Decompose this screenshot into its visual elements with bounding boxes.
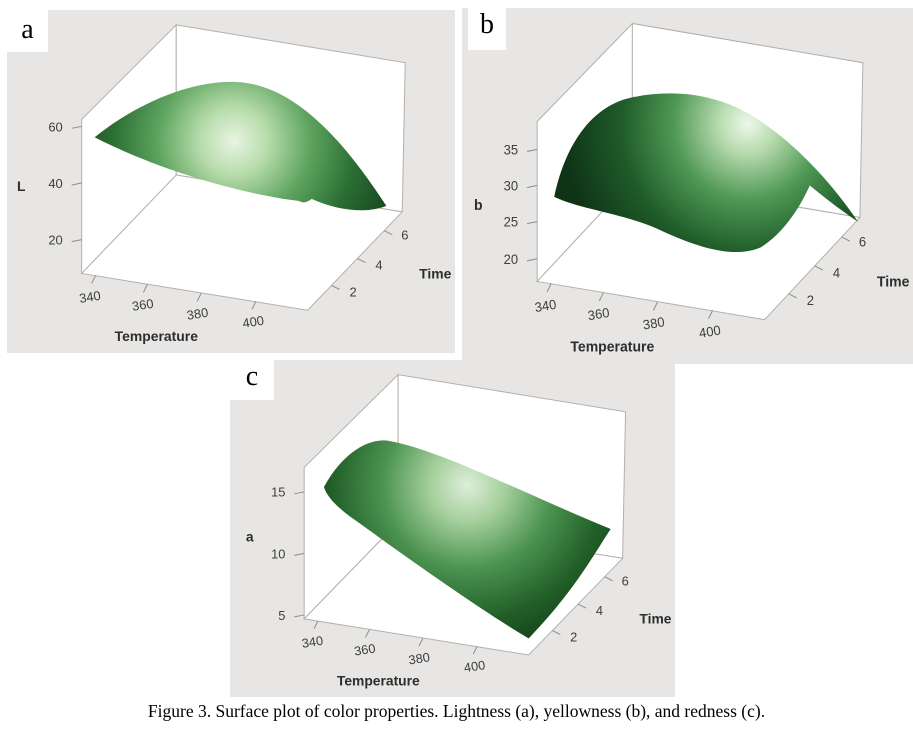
time-axis: 2 4 6 Time [788, 234, 910, 308]
x-axis: 340 360 380 400 Temperature [301, 620, 487, 688]
z-tick-label: 40 [48, 176, 62, 191]
z-axis-label: a [246, 530, 254, 545]
surface-plot-panel-b: 35 30 25 20 b 340 360 380 400 Temperatur… [462, 0, 913, 364]
z-axis: 15 10 5 a [246, 485, 305, 623]
z-tick [71, 239, 82, 243]
z-tick-label: 5 [278, 608, 285, 623]
z-axis: 35 30 25 20 b [474, 142, 538, 267]
time-tick-label: 6 [401, 228, 408, 243]
z-tick-label: 15 [271, 485, 285, 500]
surface-plot-svg-a: 60 40 20 L 340 360 380 400 Temperature 2… [17, 23, 452, 344]
x-tick-label: 400 [698, 322, 722, 341]
z-tick-label: 20 [504, 252, 519, 267]
z-tick [294, 552, 305, 556]
time-tick-label: 6 [622, 574, 629, 589]
z-tick-label: 25 [504, 215, 519, 230]
time-tick-label: 4 [375, 257, 382, 272]
z-tick [294, 491, 305, 495]
panel-letter: b [480, 9, 494, 40]
x-axis-label: Temperature [570, 339, 654, 355]
x-tick-label: 340 [78, 288, 102, 306]
surface-plot-svg-c: 15 10 5 a 340 360 380 400 Temperature 2 … [246, 373, 672, 688]
time-ticks [331, 230, 393, 290]
x-axis: 340 360 380 400 Temperature [534, 283, 722, 356]
x-axis-label: Temperature [337, 673, 420, 688]
z-tick [527, 258, 538, 262]
time-ticks [788, 236, 851, 299]
x-tick-label: 400 [241, 313, 265, 331]
x-tick-label: 400 [463, 657, 487, 675]
panel-label-chip-c: c [230, 354, 274, 400]
time-axis: 2 4 6 Time [552, 574, 672, 644]
time-axis-label: Time [877, 274, 910, 290]
x-axis: 340 360 380 400 Temperature [78, 275, 265, 344]
z-tick [527, 148, 538, 152]
x-tick-label: 380 [642, 314, 666, 333]
figure-caption: Figure 3. Surface plot of color properti… [147, 701, 766, 721]
z-tick-label: 35 [504, 142, 519, 157]
time-tick-label: 4 [833, 265, 840, 280]
time-ticks [552, 576, 613, 635]
time-tick-label: 2 [570, 629, 577, 644]
z-axis: 60 40 20 L [17, 119, 82, 248]
panel-label-chip-a: a [7, 8, 48, 52]
time-tick-label: 6 [859, 234, 866, 249]
surface-patch [323, 440, 611, 639]
z-tick [527, 184, 538, 189]
z-tick-label: 20 [48, 233, 62, 248]
panel-letter: a [21, 14, 34, 45]
time-axis: 2 4 6 Time [331, 228, 452, 299]
surface-plot-svg-b: 35 30 25 20 b 340 360 380 400 Temperatur… [474, 22, 910, 356]
x-ticks [546, 283, 714, 319]
z-tick [294, 614, 305, 618]
time-axis-label: Time [639, 612, 671, 627]
panel-label-chip-b: b [468, 0, 506, 50]
surface-plot-panel-a: 60 40 20 L 340 360 380 400 Temperature 2… [7, 8, 455, 353]
surface-plot-panel-c: 15 10 5 a 340 360 380 400 Temperature 2 … [230, 354, 675, 697]
x-ticks [91, 275, 257, 310]
x-tick-label: 340 [301, 633, 325, 651]
z-axis-label: L [17, 178, 26, 194]
z-tick [71, 125, 82, 129]
surface-patch [94, 81, 387, 211]
z-tick-label: 30 [504, 178, 519, 193]
surface-patch [554, 93, 858, 253]
x-tick-label: 360 [587, 305, 611, 324]
time-tick-label: 2 [349, 284, 356, 299]
x-tick-label: 360 [131, 296, 155, 314]
z-tick [527, 221, 538, 225]
time-axis-label: Time [419, 265, 451, 281]
time-tick-label: 4 [596, 603, 603, 618]
z-axis-label: b [474, 198, 483, 214]
x-ticks [313, 620, 478, 655]
panel-letter: c [245, 361, 259, 392]
time-tick-label: 2 [807, 293, 814, 308]
x-axis-label: Temperature [115, 328, 199, 344]
x-tick-label: 340 [534, 297, 558, 316]
x-tick-label: 380 [186, 305, 210, 323]
z-tick-label: 60 [48, 119, 62, 134]
x-tick-label: 380 [407, 649, 431, 667]
z-tick [71, 182, 82, 186]
z-tick-label: 10 [271, 546, 285, 561]
x-tick-label: 360 [353, 641, 377, 659]
